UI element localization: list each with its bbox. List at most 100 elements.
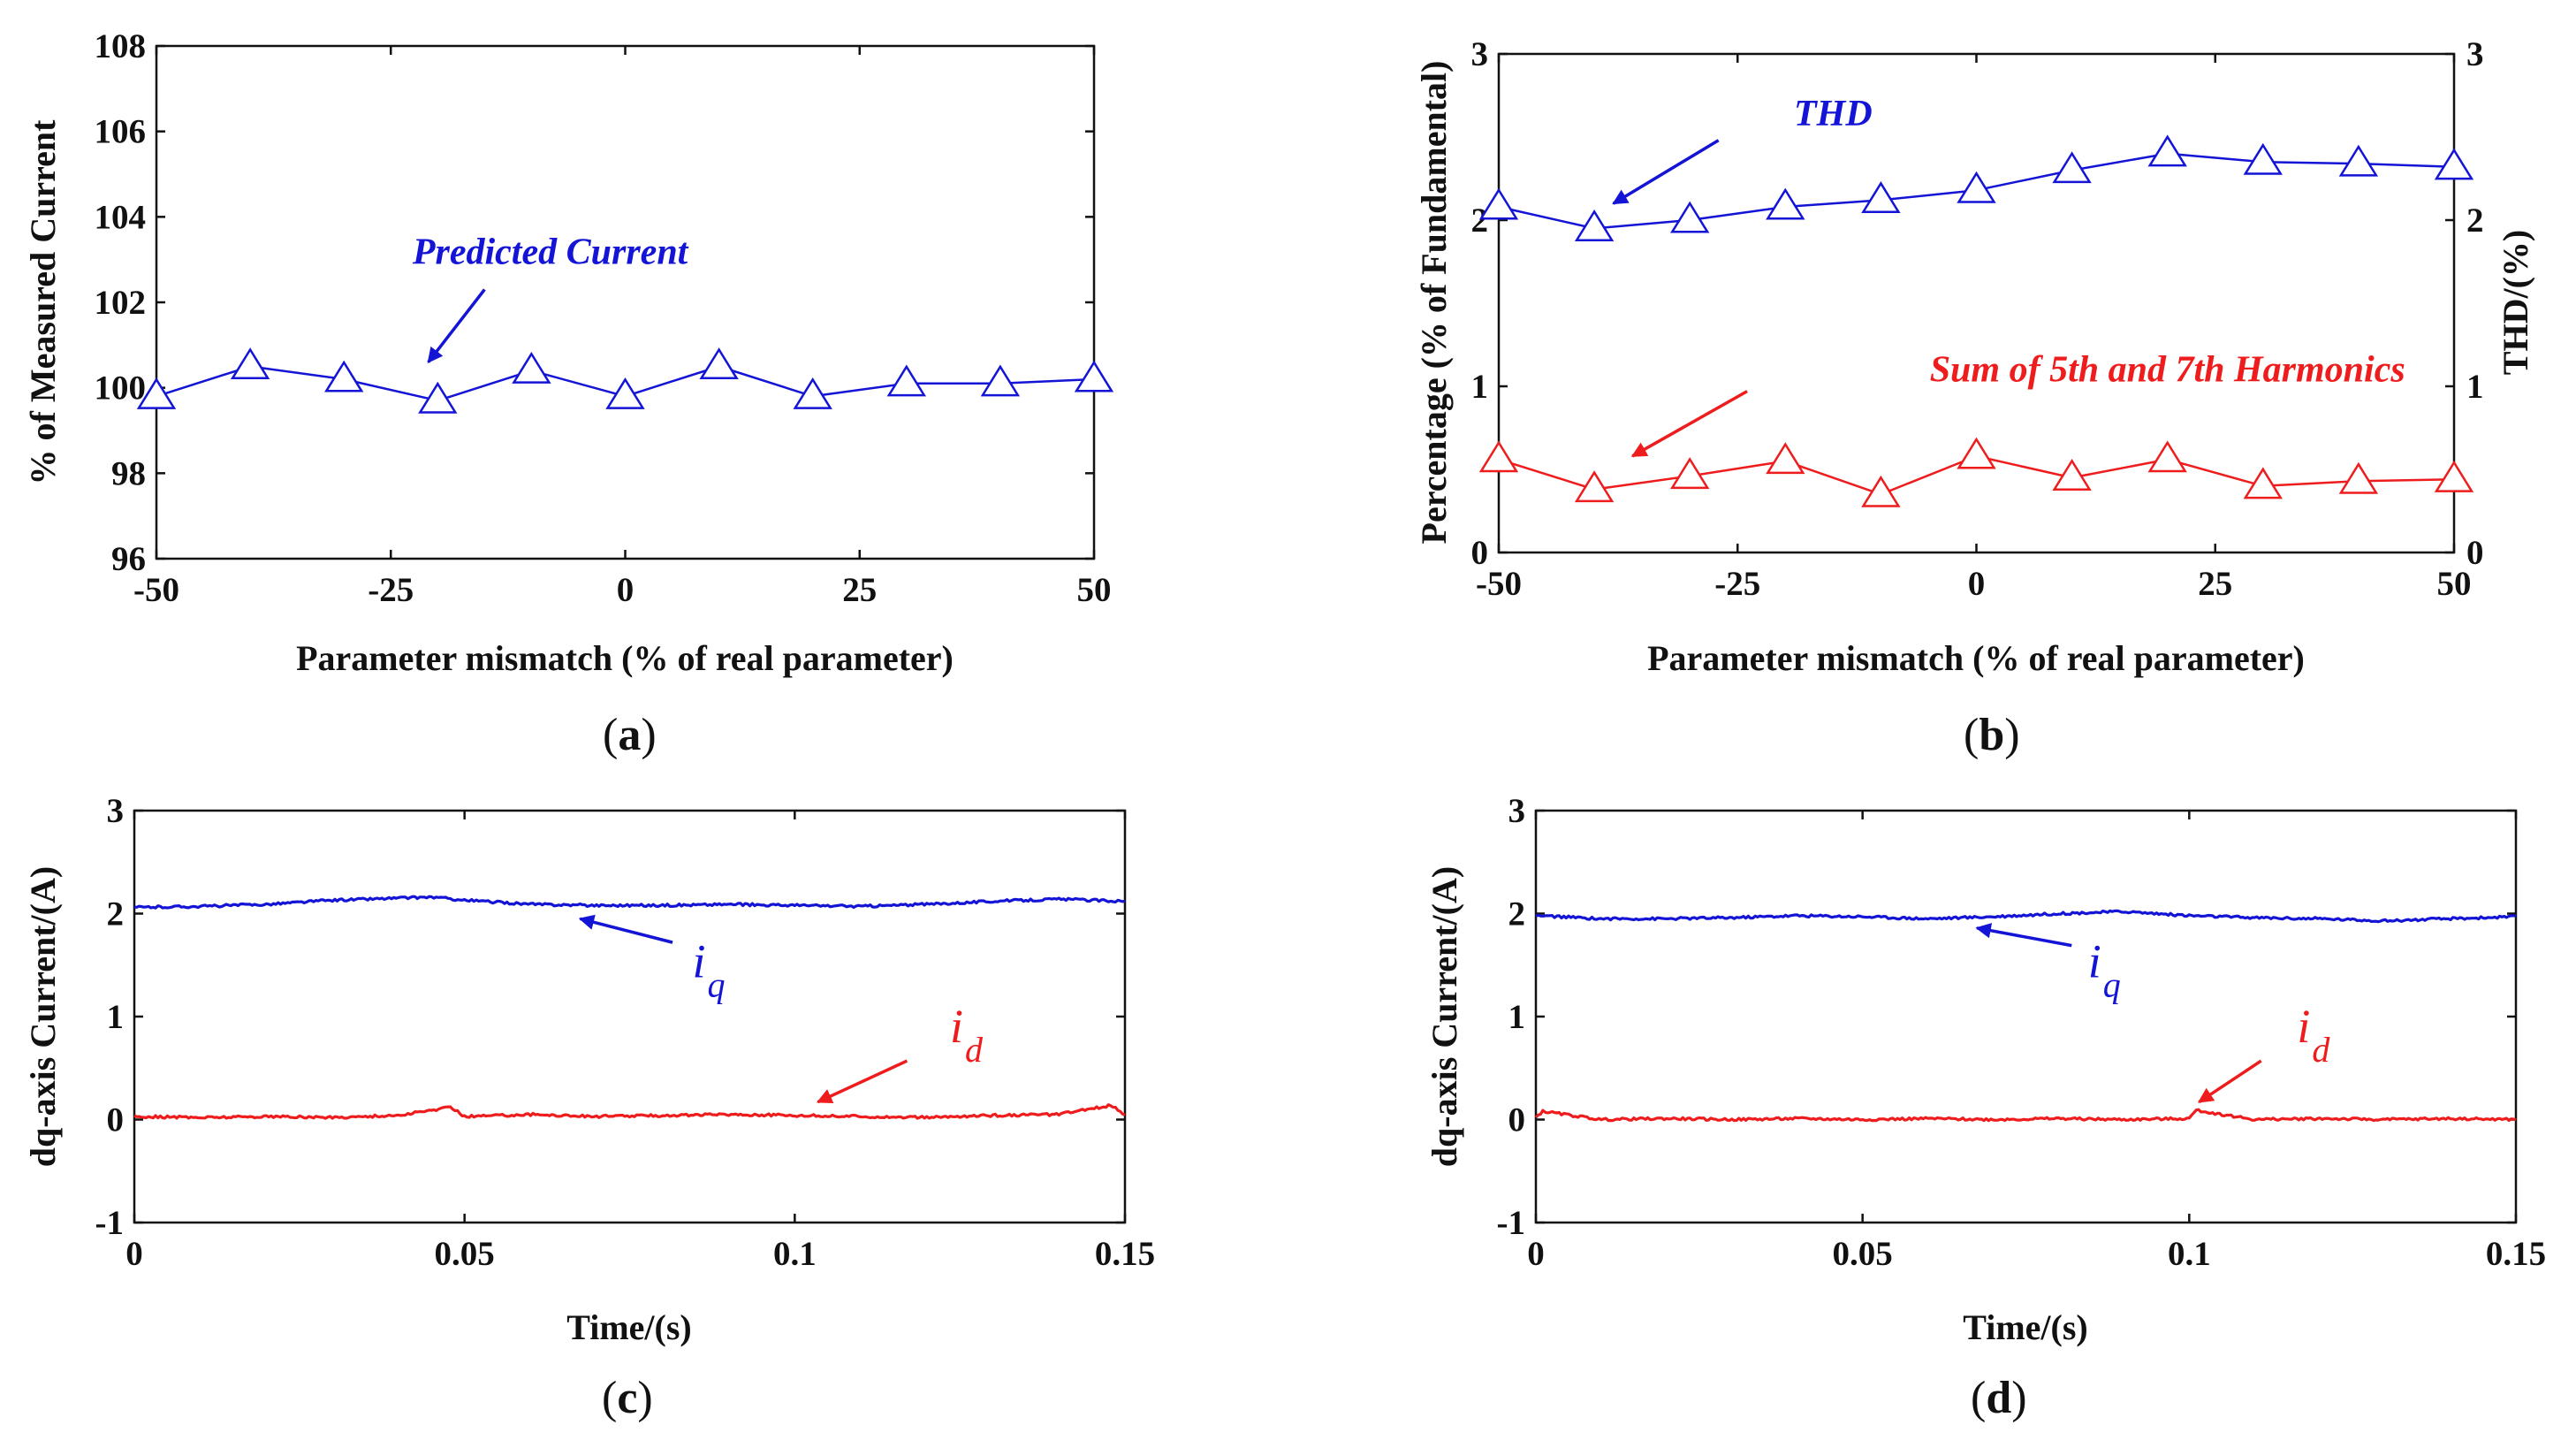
y2-tick-label: 2 <box>2466 202 2484 240</box>
plot-frame-d <box>1534 809 2518 1224</box>
x-tick-label: 25 <box>842 571 877 609</box>
annotation-arrow <box>1975 923 2072 948</box>
data-point-marker <box>230 347 270 380</box>
y-tick-label: 3 <box>1471 35 1489 73</box>
y2-tick-label: 0 <box>2466 534 2484 572</box>
data-point-marker <box>1074 360 1114 392</box>
y-axis-label-a: % of Measured Current <box>23 119 63 485</box>
y-tick-label: 108 <box>95 27 147 65</box>
x-axis-label-a: Parameter mismatch (% of real parameter) <box>296 638 954 678</box>
x-tick-label: 0.05 <box>435 1235 495 1273</box>
panel-caption-a: (a) <box>603 710 657 760</box>
data-point-marker <box>1670 457 1710 490</box>
series-line-i-q <box>1535 909 2517 924</box>
data-point-marker <box>2243 142 2283 175</box>
x-tick-label: 0.05 <box>1833 1235 1893 1273</box>
y-tick-label: 3 <box>1508 792 1526 830</box>
data-point-marker <box>2434 460 2474 492</box>
x-tick-label: -25 <box>368 571 414 609</box>
plot-frame-a <box>155 44 1096 560</box>
data-point-marker <box>699 347 739 380</box>
data-point-marker <box>605 377 645 409</box>
data-point-marker <box>512 351 551 384</box>
y-axis-label-c: dq-axis Current/(A) <box>23 866 63 1167</box>
data-point-marker <box>1861 181 1901 213</box>
data-point-marker <box>1766 187 1805 220</box>
data-point-marker <box>1861 475 1901 507</box>
data-point-marker <box>2434 148 2474 180</box>
data-point-marker <box>793 377 832 409</box>
x-axis-label-b: Parameter mismatch (% of real parameter) <box>1647 638 2305 678</box>
data-point-marker <box>1574 470 1615 503</box>
annotation-arrow <box>816 1059 908 1104</box>
x-tick-label: 50 <box>1077 571 1112 609</box>
data-point-marker <box>2338 144 2379 177</box>
y-tick-label: 2 <box>107 895 125 933</box>
data-point-marker <box>980 364 1021 397</box>
data-point-marker <box>886 364 926 397</box>
y-tick-label: 2 <box>1471 202 1489 240</box>
annotation-arrow <box>1612 139 1720 205</box>
panel-caption-d: (d) <box>1971 1373 2027 1423</box>
x-tick-label: 0 <box>125 1235 143 1273</box>
x-tick-label: 0.1 <box>2168 1235 2211 1273</box>
series-line-i-d <box>133 1103 1126 1120</box>
x-tick-label: 0.1 <box>773 1235 817 1273</box>
y-axis-label-d: dq-axis Current/(A) <box>1425 866 1464 1167</box>
data-point-marker <box>1478 440 1519 473</box>
data-point-marker <box>2243 467 2283 499</box>
chart-panel-a: -50 -25 0 25 50 96 98 100 102 104 106 108 Predicted … <box>23 27 1114 760</box>
annotation-label: iq <box>2088 935 2121 1005</box>
y-tick-label: 2 <box>1508 895 1526 933</box>
panel-caption-letter-d: d <box>1986 1373 2011 1423</box>
annotation-label: id <box>950 1000 984 1070</box>
y2-tick-label: 1 <box>2466 368 2484 406</box>
y-axis-label-b: Percentage (% of Fundamental) <box>1414 61 1454 545</box>
data-point-marker <box>1670 201 1710 233</box>
y-tick-label: 96 <box>111 540 146 578</box>
x-tick-label: 0 <box>1527 1235 1545 1273</box>
x-tick-label: 0.15 <box>2486 1235 2546 1273</box>
data-point-marker <box>2052 151 2092 184</box>
data-point-marker <box>136 377 177 409</box>
x-tick-label: 25 <box>2198 565 2232 603</box>
data-point-marker <box>1957 171 1996 203</box>
annotation-arrow <box>578 914 673 944</box>
x-tick-label: -25 <box>1714 565 1760 603</box>
y-tick-label: -1 <box>95 1204 125 1242</box>
y-tick-label: 1 <box>1471 368 1489 406</box>
y-tick-label: 0 <box>107 1101 125 1139</box>
data-point-marker <box>324 360 364 392</box>
data-point-marker <box>418 381 458 414</box>
y-tick-label: -1 <box>1497 1204 1526 1242</box>
panel-caption-letter-a: a <box>618 710 641 760</box>
annotation-label: Sum of 5th and 7th Harmonics <box>1930 349 2405 390</box>
x-tick-label: -50 <box>1476 565 1522 603</box>
y-tick-label: 0 <box>1471 534 1489 572</box>
data-point-marker <box>1957 437 1996 469</box>
y-tick-label: 0 <box>1508 1101 1526 1139</box>
y-tick-label: 3 <box>107 792 125 830</box>
panel-caption-b: (b) <box>1964 710 2020 760</box>
panel-caption-letter-c: c <box>617 1373 637 1423</box>
y-tick-label: 1 <box>107 998 125 1036</box>
x-tick-label: 0 <box>1968 565 1986 603</box>
plot-frame-b <box>1497 52 2456 554</box>
y-tick-label: 98 <box>111 454 146 492</box>
panel-caption-letter-b: b <box>1979 710 2004 760</box>
plot-frame-c <box>133 809 1127 1224</box>
annotation-label: iq <box>692 935 725 1005</box>
data-point-marker <box>1574 210 1615 241</box>
y2-tick-label: 3 <box>2466 35 2484 73</box>
y-tick-label: 104 <box>95 198 147 236</box>
data-point-marker <box>1478 187 1519 220</box>
series-line-i-q <box>133 895 1126 910</box>
x-tick-label: 50 <box>2437 565 2472 603</box>
annotation-arrow <box>1630 390 1748 458</box>
y-axis-label-right-b: THD/(%) <box>2496 230 2535 375</box>
data-point-marker <box>2052 459 2092 491</box>
